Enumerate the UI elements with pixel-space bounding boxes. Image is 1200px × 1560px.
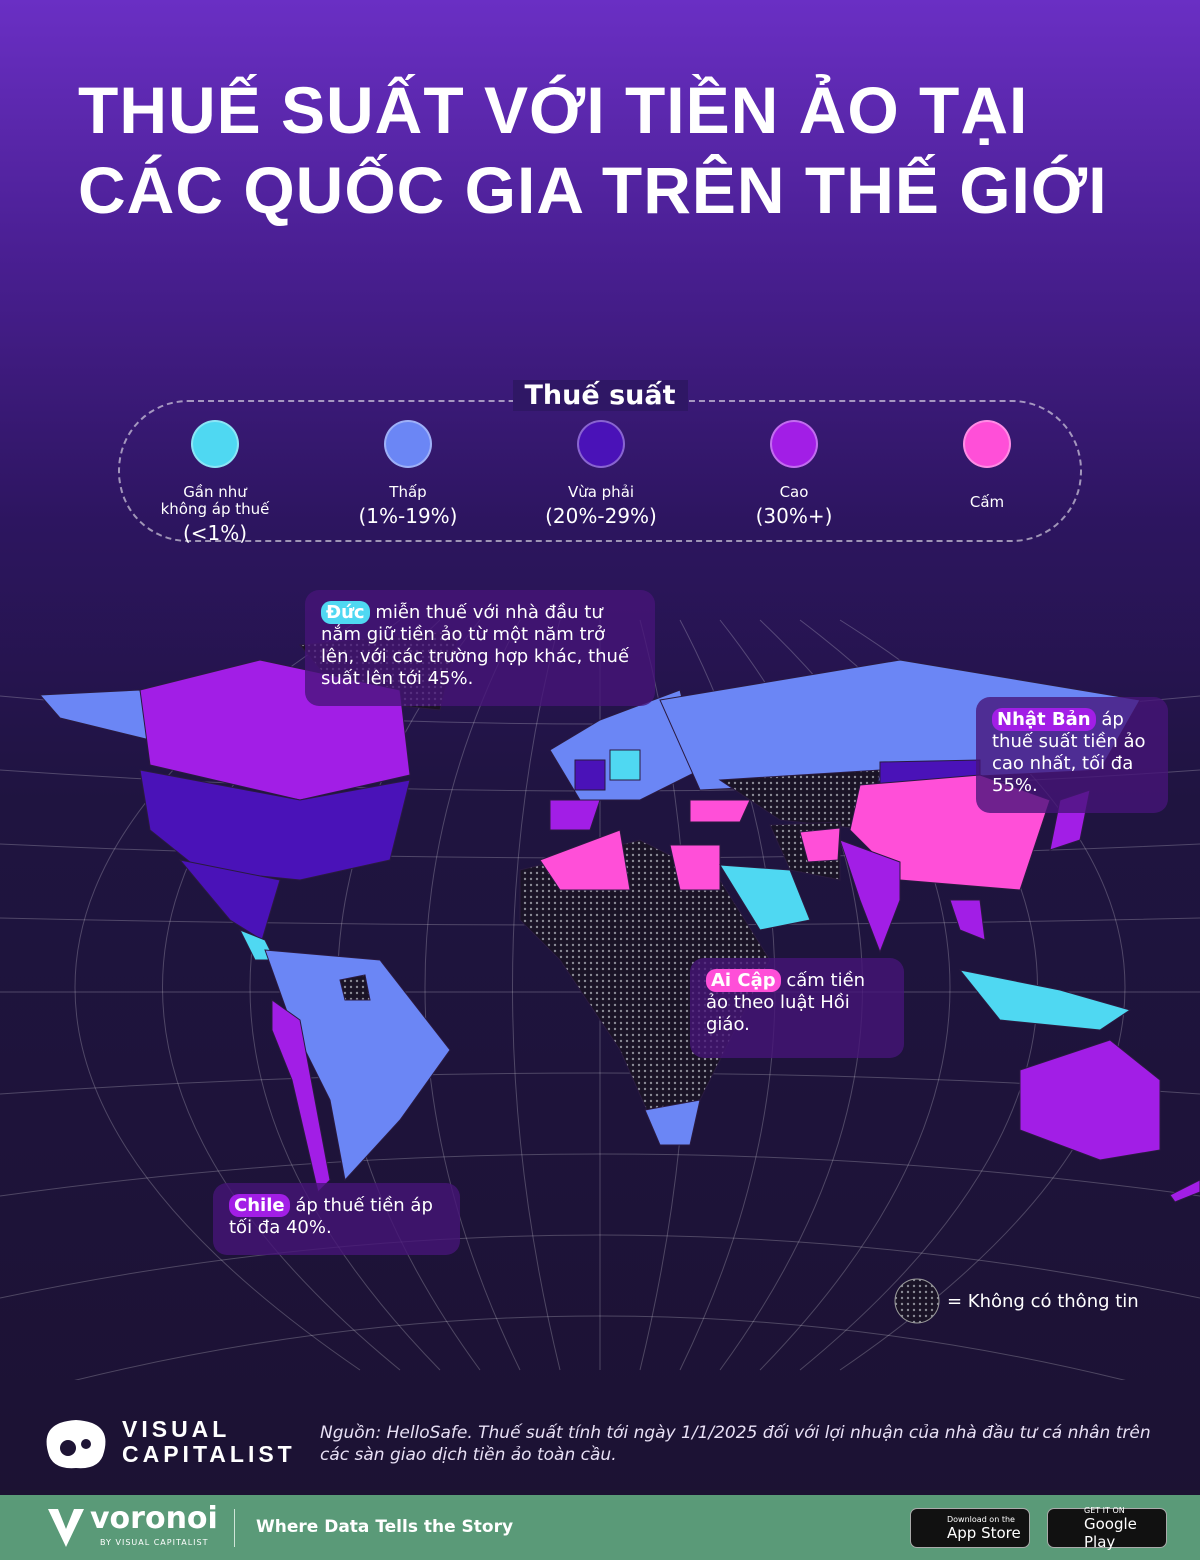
annotation: Đức miễn thuế với nhà đầu tư nắm giữ tiề… xyxy=(305,590,655,706)
footer: voronoi BY VISUAL CAPITALIST Where Data … xyxy=(0,1495,1200,1560)
legend-title-wrap: Thuế suất xyxy=(120,380,1080,411)
badge-text: Google Play xyxy=(1084,1514,1137,1551)
legend-swatch xyxy=(963,420,1011,468)
annotation: Chile áp thuế tiền áp tối đa 40%. xyxy=(213,1183,460,1255)
app-store-badge[interactable]: Download on the App Store xyxy=(910,1508,1030,1548)
annotation-country: Ai Cập xyxy=(706,969,781,992)
region xyxy=(799,827,841,863)
divider xyxy=(234,1509,235,1547)
region xyxy=(574,759,606,791)
annotation-country: Đức xyxy=(321,601,370,624)
graticule-line xyxy=(512,619,561,1371)
graticule-line xyxy=(0,1234,1200,1299)
legend-range: (30%+) xyxy=(755,504,833,528)
source: Nguồn: HelloSafe. Thuế suất tính tới ngà… xyxy=(320,1423,1151,1465)
legend-item: Vừa phải (20%-29%) xyxy=(511,420,691,528)
legend-swatch xyxy=(384,420,432,468)
no-data-label: = Không có thông tin xyxy=(947,1290,1139,1312)
legend-label: Gần như không áp thuế xyxy=(160,483,270,518)
legend-range: (<1%) xyxy=(182,521,248,545)
region xyxy=(1169,1179,1200,1203)
legend-item: Thấp (1%-19%) xyxy=(318,420,498,528)
brand-by: BY VISUAL CAPITALIST xyxy=(100,1538,209,1547)
title: THUẾ SUẤT VỚI TIỀN ẢO TẠI CÁC QUỐC GIA T… xyxy=(78,70,1108,230)
graticule-line xyxy=(74,1315,1126,1380)
legend-title: Thuế suất xyxy=(512,380,688,411)
no-data-key: = Không có thông tin xyxy=(893,1277,1139,1325)
badge-small: GET IT ON xyxy=(1084,1505,1125,1515)
brand: voronoi xyxy=(90,1501,218,1536)
annotation: Nhật Bản áp thuế suất tiền ảo cao nhất, … xyxy=(976,697,1168,813)
region xyxy=(139,769,411,881)
google-play-badge[interactable]: GET IT ON Google Play xyxy=(1047,1505,1167,1551)
logo: VISUAL CAPITALIST xyxy=(40,1412,296,1472)
annotation-text: miễn thuế với nhà đầu tư nắm giữ tiền ảo… xyxy=(321,602,630,689)
region xyxy=(38,689,151,741)
logo-mark xyxy=(46,1420,106,1469)
region xyxy=(958,969,1132,1031)
annotation: Ai Cập cấm tiền ảo theo luật Hồi giáo. xyxy=(690,958,904,1058)
legend-label: Cấm xyxy=(969,493,1005,511)
legend-label: Thấp xyxy=(389,483,427,501)
legend-item: Cao (30%+) xyxy=(704,420,884,528)
region xyxy=(689,799,751,823)
region xyxy=(549,799,601,831)
legend-swatch xyxy=(577,420,625,468)
annotation-country: Chile xyxy=(229,1194,290,1217)
legend-range: (1%-19%) xyxy=(358,504,458,528)
annotation-text: áp thuế suất tiền ảo cao nhất, tối đa 55… xyxy=(992,709,1146,796)
title-line: THUẾ SUẤT VỚI TIỀN ẢO TẠI xyxy=(78,73,1029,147)
legend-swatch xyxy=(191,420,239,468)
legend-label: Vừa phải xyxy=(567,483,635,501)
legend-range: (20%-29%) xyxy=(545,504,657,528)
graticule-line xyxy=(424,619,521,1371)
voronoi-mark xyxy=(48,1509,84,1547)
title-line: CÁC QUỐC GIA TRÊN THẾ GIỚI xyxy=(78,153,1108,227)
badge-small: Download on the xyxy=(947,1514,1015,1524)
logo-line: CAPITALIST xyxy=(122,1441,296,1467)
graticule-line xyxy=(0,1153,1200,1197)
annotation-country: Nhật Bản xyxy=(992,708,1096,731)
no-data-swatch xyxy=(894,1278,940,1324)
badge-text: App Store xyxy=(947,1523,1021,1542)
legend-item: Gần như không áp thuế (<1%) xyxy=(125,420,305,545)
region xyxy=(669,844,721,891)
tagline: Where Data Tells the Story xyxy=(256,1517,514,1537)
region xyxy=(339,974,371,1001)
region xyxy=(609,749,641,781)
region xyxy=(839,839,901,954)
region xyxy=(539,829,631,891)
legend-item: Cấm xyxy=(897,420,1077,511)
region xyxy=(644,1099,701,1146)
region xyxy=(719,864,811,931)
region xyxy=(1019,1039,1161,1161)
logo-text: VISUAL CAPITALIST xyxy=(122,1417,296,1467)
legend-label: Cao xyxy=(779,483,809,501)
annotation-text: cấm tiền ảo theo luật Hồi giáo. xyxy=(706,970,866,1035)
region xyxy=(949,899,986,941)
annotation-text: áp thuế tiền áp tối đa 40%. xyxy=(229,1195,433,1238)
legend: Thuế suất Gần như không áp thuế (<1%) Thấp… xyxy=(118,380,1082,545)
legend-swatch xyxy=(770,420,818,468)
logo-line: VISUAL xyxy=(122,1416,231,1442)
